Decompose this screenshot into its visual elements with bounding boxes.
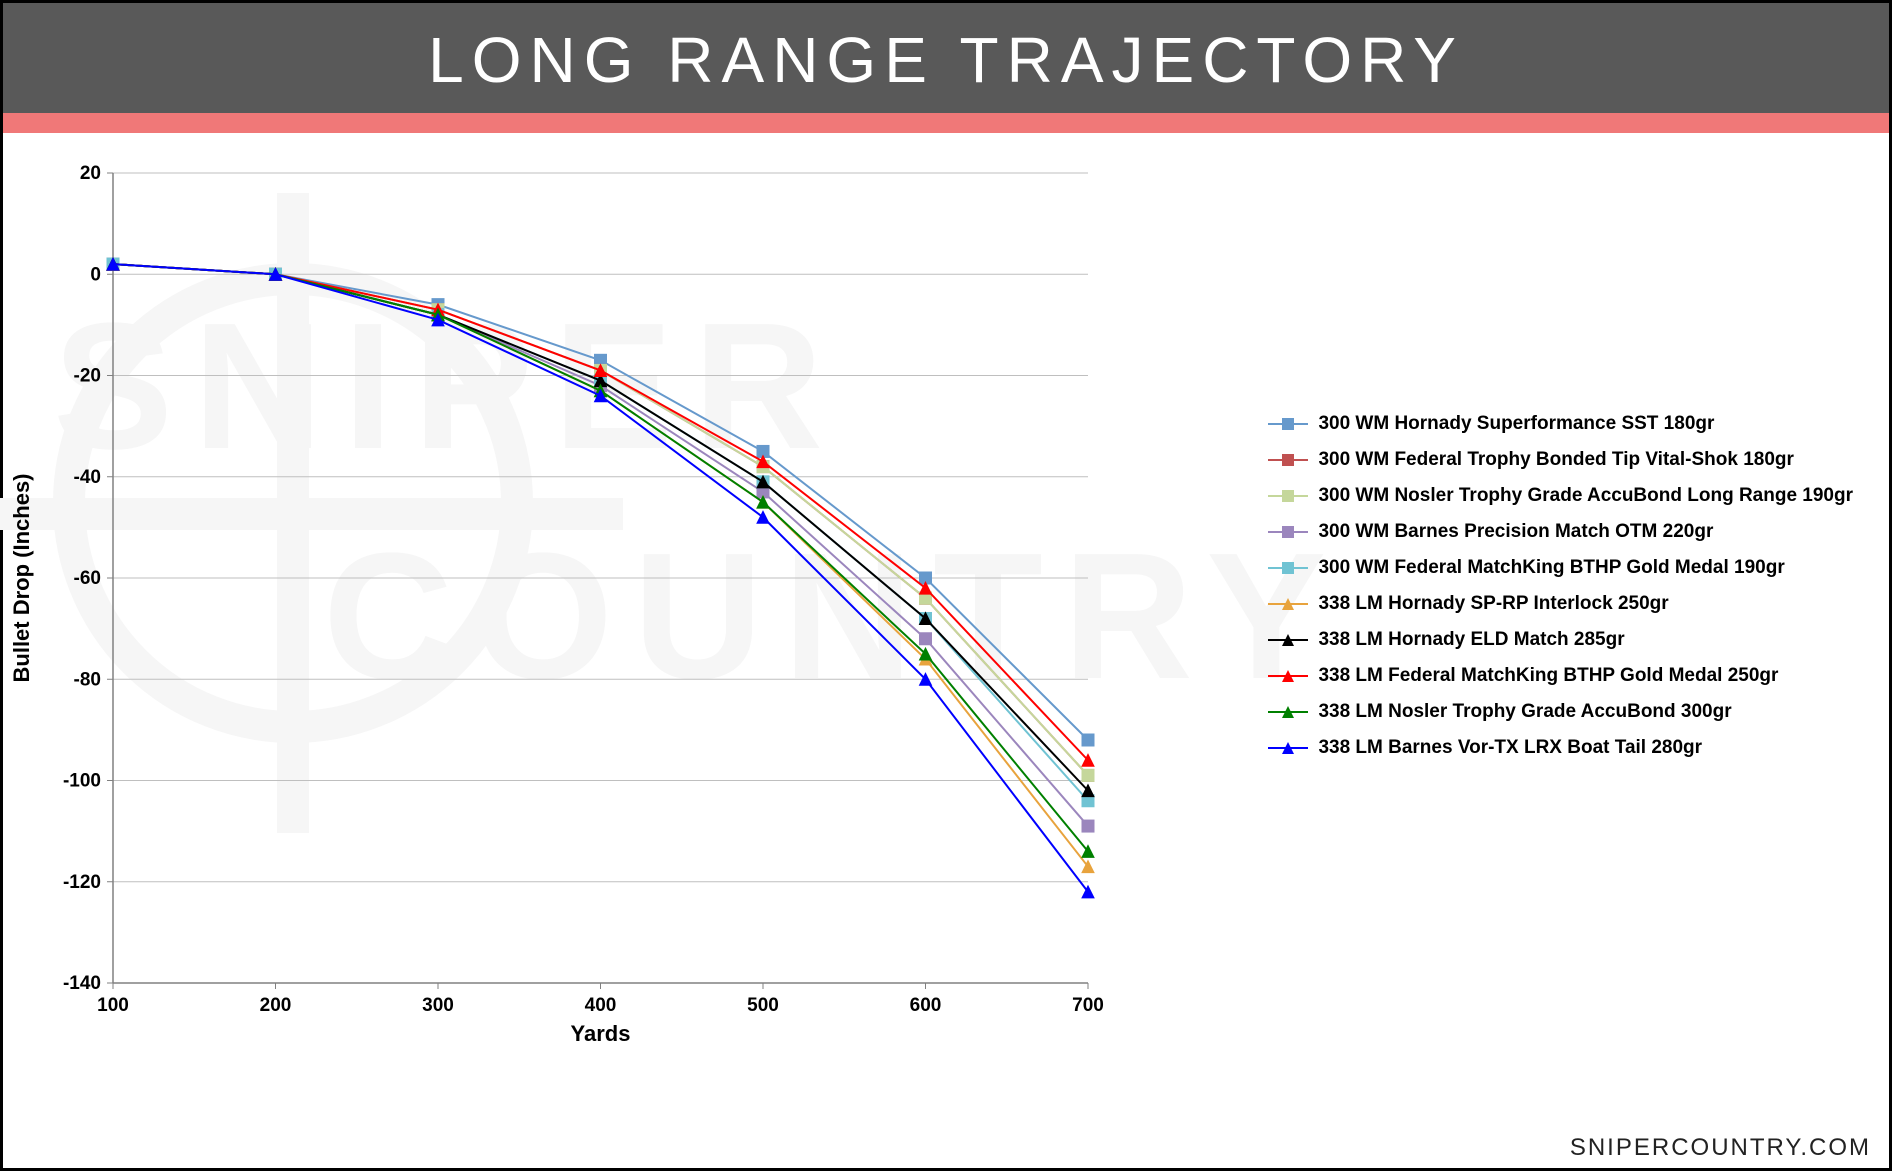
legend-label: 300 WM Nosler Trophy Grade AccuBond Long…	[1318, 485, 1853, 507]
legend-label: 300 WM Federal MatchKing BTHP Gold Medal…	[1318, 557, 1784, 579]
legend-item: 338 LM Hornady ELD Match 285gr	[1268, 629, 1853, 651]
legend-label: 300 WM Hornady Superformance SST 180gr	[1318, 413, 1714, 435]
legend-item: 338 LM Hornady SP-RP Interlock 250gr	[1268, 593, 1853, 615]
chart-area: SNIPER COUNTRY 200-20-40-60-80-100-120-1…	[3, 133, 1889, 1138]
page-title: LONG RANGE TRAJECTORY	[3, 3, 1889, 113]
trajectory-chart: 200-20-40-60-80-100-120-1401002003004005…	[3, 133, 1123, 1093]
chart-legend: 300 WM Hornady Superformance SST 180gr 30…	[1268, 413, 1853, 773]
svg-text:400: 400	[585, 995, 617, 1016]
accent-bar	[3, 113, 1889, 133]
footer-attribution: SNIPERCOUNTRY.COM	[1570, 1134, 1871, 1162]
svg-text:Bullet Drop (Inches): Bullet Drop (Inches)	[9, 473, 34, 682]
svg-text:-100: -100	[63, 771, 101, 792]
svg-text:-140: -140	[63, 973, 101, 994]
legend-item: 338 LM Federal MatchKing BTHP Gold Medal…	[1268, 665, 1853, 687]
legend-label: 338 LM Nosler Trophy Grade AccuBond 300g…	[1318, 701, 1731, 723]
svg-text:-40: -40	[74, 467, 101, 488]
svg-text:20: 20	[80, 163, 101, 184]
svg-text:300: 300	[422, 995, 454, 1016]
legend-label: 338 LM Hornady SP-RP Interlock 250gr	[1318, 593, 1668, 615]
svg-text:700: 700	[1072, 995, 1104, 1016]
svg-text:-60: -60	[74, 568, 101, 589]
legend-label: 300 WM Barnes Precision Match OTM 220gr	[1318, 521, 1713, 543]
legend-label: 338 LM Hornady ELD Match 285gr	[1318, 629, 1624, 651]
legend-item: 300 WM Federal MatchKing BTHP Gold Medal…	[1268, 557, 1853, 579]
svg-text:-120: -120	[63, 872, 101, 893]
svg-text:0: 0	[90, 264, 101, 285]
svg-text:100: 100	[97, 995, 129, 1016]
legend-label: 338 LM Federal MatchKing BTHP Gold Medal…	[1318, 665, 1778, 687]
legend-label: 300 WM Federal Trophy Bonded Tip Vital-S…	[1318, 449, 1793, 471]
legend-item: 300 WM Federal Trophy Bonded Tip Vital-S…	[1268, 449, 1853, 471]
chart-container: LONG RANGE TRAJECTORY SNIPER COUNTRY 200…	[0, 0, 1892, 1171]
svg-text:-80: -80	[74, 669, 101, 690]
svg-text:500: 500	[747, 995, 779, 1016]
legend-item: 300 WM Nosler Trophy Grade AccuBond Long…	[1268, 485, 1853, 507]
legend-label: 338 LM Barnes Vor-TX LRX Boat Tail 280gr	[1318, 737, 1702, 759]
svg-text:Yards: Yards	[571, 1021, 631, 1046]
legend-item: 338 LM Barnes Vor-TX LRX Boat Tail 280gr	[1268, 737, 1853, 759]
legend-item: 300 WM Barnes Precision Match OTM 220gr	[1268, 521, 1853, 543]
svg-text:200: 200	[260, 995, 292, 1016]
legend-item: 300 WM Hornady Superformance SST 180gr	[1268, 413, 1853, 435]
svg-text:-20: -20	[74, 366, 101, 387]
svg-text:600: 600	[910, 995, 942, 1016]
legend-item: 338 LM Nosler Trophy Grade AccuBond 300g…	[1268, 701, 1853, 723]
